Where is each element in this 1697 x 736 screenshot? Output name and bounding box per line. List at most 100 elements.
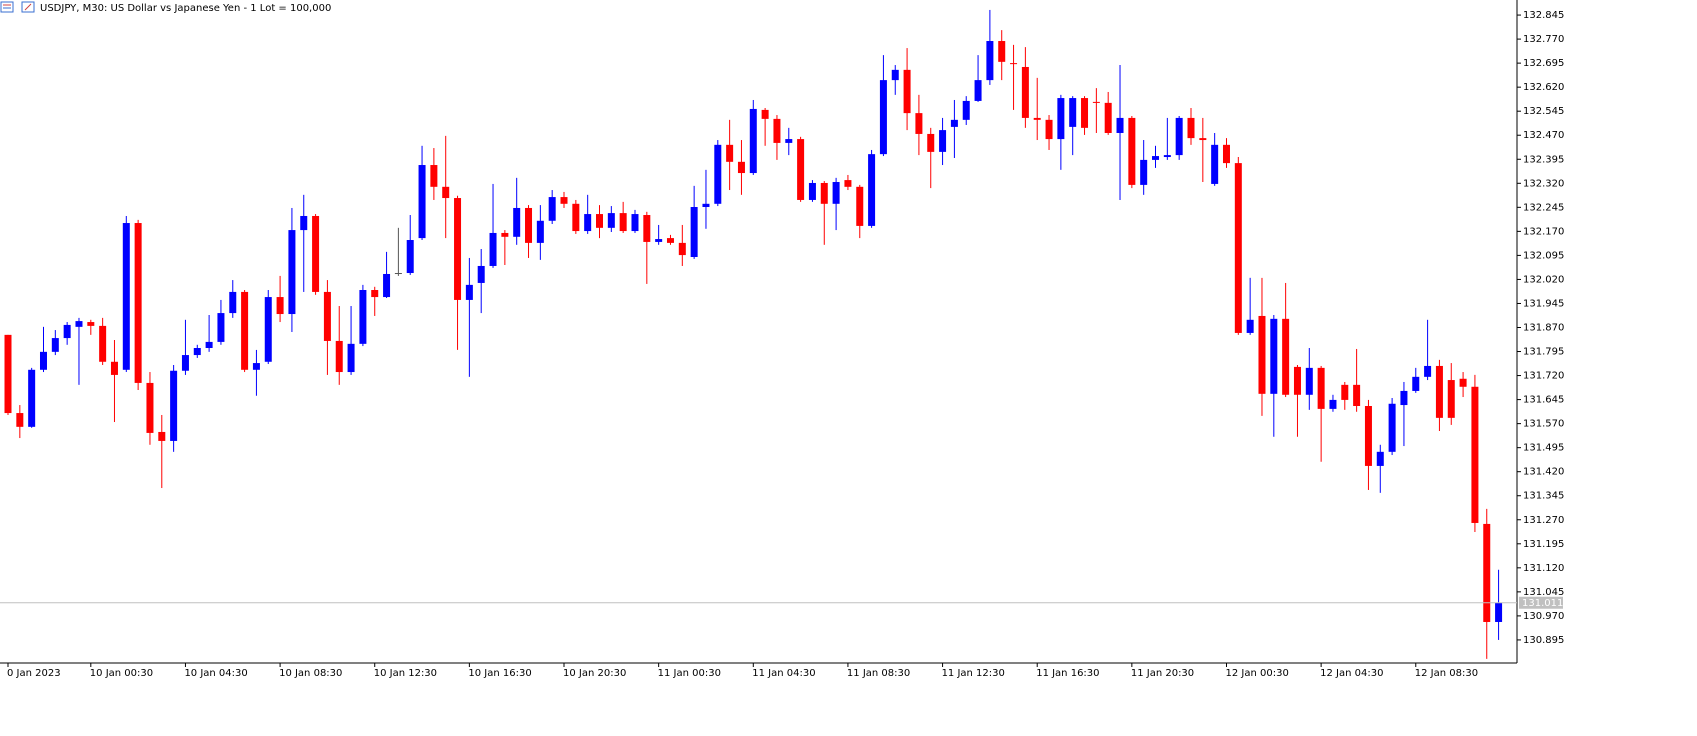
y-tick-label: 132.770 [1523,34,1564,45]
x-tick-label: 12 Jan 08:30 [1415,668,1478,679]
candle-body [1211,144,1219,184]
candle-body [939,130,947,152]
candle-body [1459,378,1467,387]
candle-body [596,214,603,228]
x-tick-label: 10 Jan 16:30 [468,668,531,679]
candle-body [1305,367,1313,395]
candle-body [110,361,118,375]
y-tick-label: 131.645 [1523,395,1564,406]
candle-body [536,220,544,243]
candle-body [1140,159,1148,185]
candle-body [832,182,840,204]
candle-body [406,240,414,274]
candle-body [146,382,154,433]
current-price-label: 131.011 [1522,598,1563,609]
candle-body [63,324,71,339]
x-tick-label: 11 Jan 16:30 [1036,668,1099,679]
candle-body [51,338,59,352]
icon [0,1,14,13]
x-tick-label: 10 Jan 00:30 [90,668,153,679]
candle-body [1163,155,1171,158]
y-tick-label: 132.695 [1523,58,1564,69]
x-tick-label: 11 Jan 04:30 [752,668,815,679]
candle-body [418,165,426,239]
candle-body [181,355,189,371]
candle-body [1483,523,1491,622]
candle-body [241,291,249,370]
candle-body [489,232,497,266]
candle-body [1376,451,1384,466]
candle-body [1152,156,1160,160]
candle-body [383,273,391,298]
y-tick-label: 131.870 [1523,322,1564,333]
candle-body [1258,315,1266,394]
x-tick-label: 10 Jan 08:30 [279,668,342,679]
candle-body [1495,602,1503,622]
candle-body [442,186,450,199]
candle-body [501,232,509,237]
candle-body [1033,117,1041,120]
candle-body [572,203,580,232]
candle-body [264,297,272,362]
candle-body [879,80,887,155]
candle-body [714,144,722,204]
y-tick-label: 131.420 [1523,467,1564,478]
candle-body [1388,403,1396,452]
x-tick-label: 11 Jan 12:30 [942,668,1005,679]
y-tick-label: 132.470 [1523,130,1564,141]
header-icons [0,1,35,13]
candle-body [16,413,24,427]
candle-body [678,242,686,256]
candle-body [525,207,533,243]
x-tick-label: 10 Jan 12:30 [374,668,437,679]
candle-body [820,182,828,204]
candle-body [655,239,663,242]
y-tick-label: 131.570 [1523,419,1564,430]
candle-body [1282,318,1290,395]
candle-body [726,144,734,162]
candle-body [1045,119,1053,140]
y-tick-label: 131.945 [1523,298,1564,309]
y-tick-label: 132.620 [1523,82,1564,93]
candle-body [1010,63,1018,65]
candle-body [122,223,130,370]
candle-body [477,265,485,283]
candle-body [962,100,970,120]
y-tick-label: 131.045 [1523,587,1564,598]
candle-body [986,41,994,81]
candle-body [1270,318,1278,394]
y-tick-label: 131.120 [1523,563,1564,574]
current-price-box [1519,596,1563,609]
candle-body [584,214,592,232]
candle-body [193,348,201,356]
y-tick-label: 132.245 [1523,202,1564,213]
candle-body [915,113,923,134]
candle-body [1364,406,1372,466]
x-tick-label: 12 Jan 00:30 [1225,668,1288,679]
candle-body [371,290,379,298]
candle-body [158,431,166,441]
candle-body [300,215,308,231]
candle-body [1187,117,1195,139]
candle-body [619,213,627,232]
candle-body [359,290,367,344]
x-tick-label: 11 Jan 08:30 [847,668,910,679]
candle-body [808,182,816,200]
candle-body [1116,117,1124,133]
candle-body [1329,399,1337,409]
candle-body [1222,144,1230,164]
candle-body [288,230,296,315]
y-tick-label: 130.895 [1523,635,1564,646]
candle-body [797,139,805,200]
candle-body [998,41,1006,62]
candle-body [276,297,284,315]
candle-body [513,207,521,237]
candle-body [1021,66,1029,118]
candle-body [217,313,225,342]
candle-body [1128,117,1136,185]
candle-body [347,343,355,373]
y-tick-label: 131.495 [1523,443,1564,454]
candle-body [1424,365,1432,377]
